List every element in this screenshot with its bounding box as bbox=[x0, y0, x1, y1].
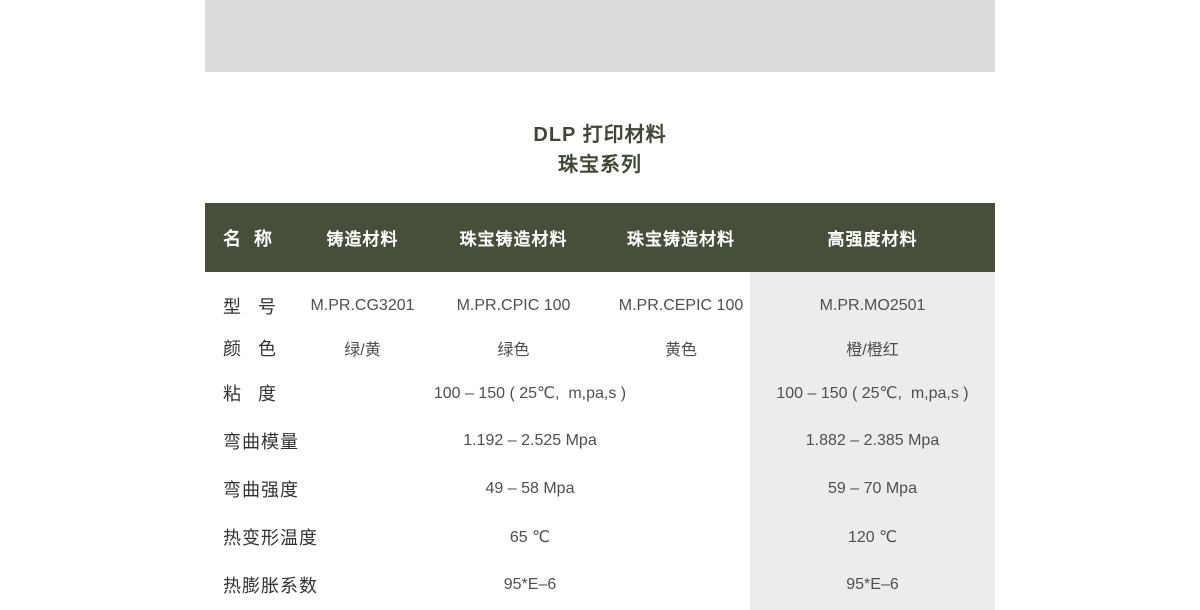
spec-value-high-strength: 59 – 70 Mpa bbox=[828, 480, 917, 497]
spec-value-high-strength: 1.882 – 2.385 Mpa bbox=[805, 432, 940, 449]
header-cell-casting: 铸造材料 bbox=[326, 230, 399, 249]
spec-value-merged: 100 – 150 ( 25℃, m,pa,s ) bbox=[433, 385, 627, 402]
spec-value: M.PR.MO2501 bbox=[819, 297, 926, 314]
spec-table: 名 称 铸造材料 珠宝铸造材料 珠宝铸造材料 高强度材料 型 号 M.PR.CG3… bbox=[205, 203, 995, 610]
row-label: 颜 色 bbox=[223, 339, 278, 359]
spec-value: 绿色 bbox=[497, 342, 530, 359]
spec-value: 绿/黄 bbox=[344, 342, 381, 359]
spec-value-high-strength: 95*E–6 bbox=[846, 576, 899, 593]
page-title: DLP 打印材料 珠宝系列 bbox=[205, 120, 995, 180]
table-header-row: 名 称 铸造材料 珠宝铸造材料 珠宝铸造材料 高强度材料 bbox=[205, 203, 995, 272]
row-label: 弯曲强度 bbox=[223, 480, 299, 500]
table-row: 热变形温度 65 ℃ 120 ℃ bbox=[205, 513, 995, 561]
spec-value: M.PR.CG3201 bbox=[310, 297, 415, 314]
header-cell-high-strength: 高强度材料 bbox=[827, 230, 918, 249]
row-label: 弯曲模量 bbox=[223, 432, 299, 452]
table-row: 颜 色 绿/黄 绿色 黄色 橙/橙红 bbox=[205, 327, 995, 369]
table-row: 型 号 M.PR.CG3201 M.PR.CPIC 100 M.PR.CEPIC 10… bbox=[205, 285, 995, 327]
row-label: 粘 度 bbox=[223, 384, 278, 404]
header-cell-jewelry-casting-1: 珠宝铸造材料 bbox=[459, 230, 568, 249]
table-row: 弯曲强度 49 – 58 Mpa 59 – 70 Mpa bbox=[205, 465, 995, 513]
spec-value: M.PR.CEPIC 100 bbox=[618, 297, 744, 314]
spec-value-merged: 1.192 – 2.525 Mpa bbox=[463, 432, 597, 449]
page-title-line2: 珠宝系列 bbox=[558, 154, 642, 176]
spec-value: 橙/橙红 bbox=[846, 342, 899, 359]
spec-value: 黄色 bbox=[664, 342, 697, 359]
header-cell-name: 名 称 bbox=[223, 228, 274, 249]
table-body: 型 号 M.PR.CG3201 M.PR.CPIC 100 M.PR.CEPIC 10… bbox=[205, 272, 995, 610]
spec-value-merged: 49 – 58 Mpa bbox=[485, 480, 575, 497]
spec-value-high-strength: 120 ℃ bbox=[847, 529, 898, 546]
spec-value-merged: 95*E–6 bbox=[503, 576, 557, 593]
header-cell-jewelry-casting-2: 珠宝铸造材料 bbox=[627, 230, 735, 249]
row-label: 热变形温度 bbox=[223, 528, 318, 548]
page-title-line1: DLP 打印材料 bbox=[533, 124, 667, 146]
spec-value-merged: 65 ℃ bbox=[509, 529, 551, 546]
table-row: 粘 度 100 – 150 ( 25℃, m,pa,s ) 100 – 150 ( … bbox=[205, 369, 995, 417]
row-label: 型 号 bbox=[223, 297, 278, 317]
top-banner-image bbox=[205, 0, 995, 72]
spec-value: M.PR.CPIC 100 bbox=[456, 297, 571, 314]
highlight-column-bg bbox=[750, 272, 995, 610]
table-row: 热膨胀系数 95*E–6 95*E–6 bbox=[205, 561, 995, 609]
spec-value-high-strength: 100 – 150 ( 25℃, m,pa,s ) bbox=[776, 385, 969, 402]
table-row: 弯曲模量 1.192 – 2.525 Mpa 1.882 – 2.385 Mpa bbox=[205, 417, 995, 465]
row-label: 热膨胀系数 bbox=[223, 576, 318, 596]
